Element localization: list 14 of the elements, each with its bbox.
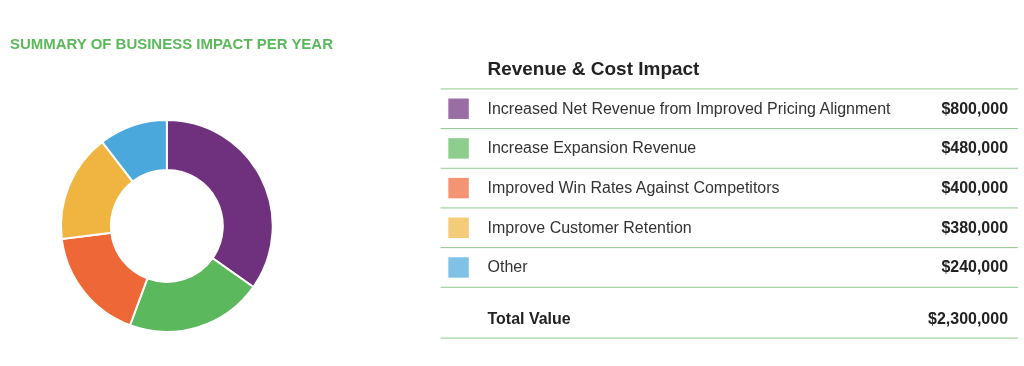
text: $2,300,000 xyxy=(928,310,1009,328)
legend-title: Revenue & Cost Impact xyxy=(487,58,701,80)
legend-label: Improve Customer Retention xyxy=(487,218,692,236)
text: Total Value xyxy=(487,310,571,328)
data-label: $240,000 xyxy=(941,258,1009,276)
data-label: $400,000 xyxy=(941,179,1009,197)
legend-label: Increased Net Revenue from Improved Pricing Alignment xyxy=(487,99,892,117)
data-label: $380,000 xyxy=(941,218,1009,236)
legend-label: Other xyxy=(487,258,529,276)
data-label: $480,000 xyxy=(941,139,1009,157)
chart-title: SUMMARY OF BUSINESS IMPACT PER YEAR xyxy=(9,35,334,53)
legend-label: Increase Expansion Revenue xyxy=(487,139,697,157)
data-label: $800,000 xyxy=(941,99,1009,117)
legend-label: Improved Win Rates Against Competitors xyxy=(487,179,780,197)
